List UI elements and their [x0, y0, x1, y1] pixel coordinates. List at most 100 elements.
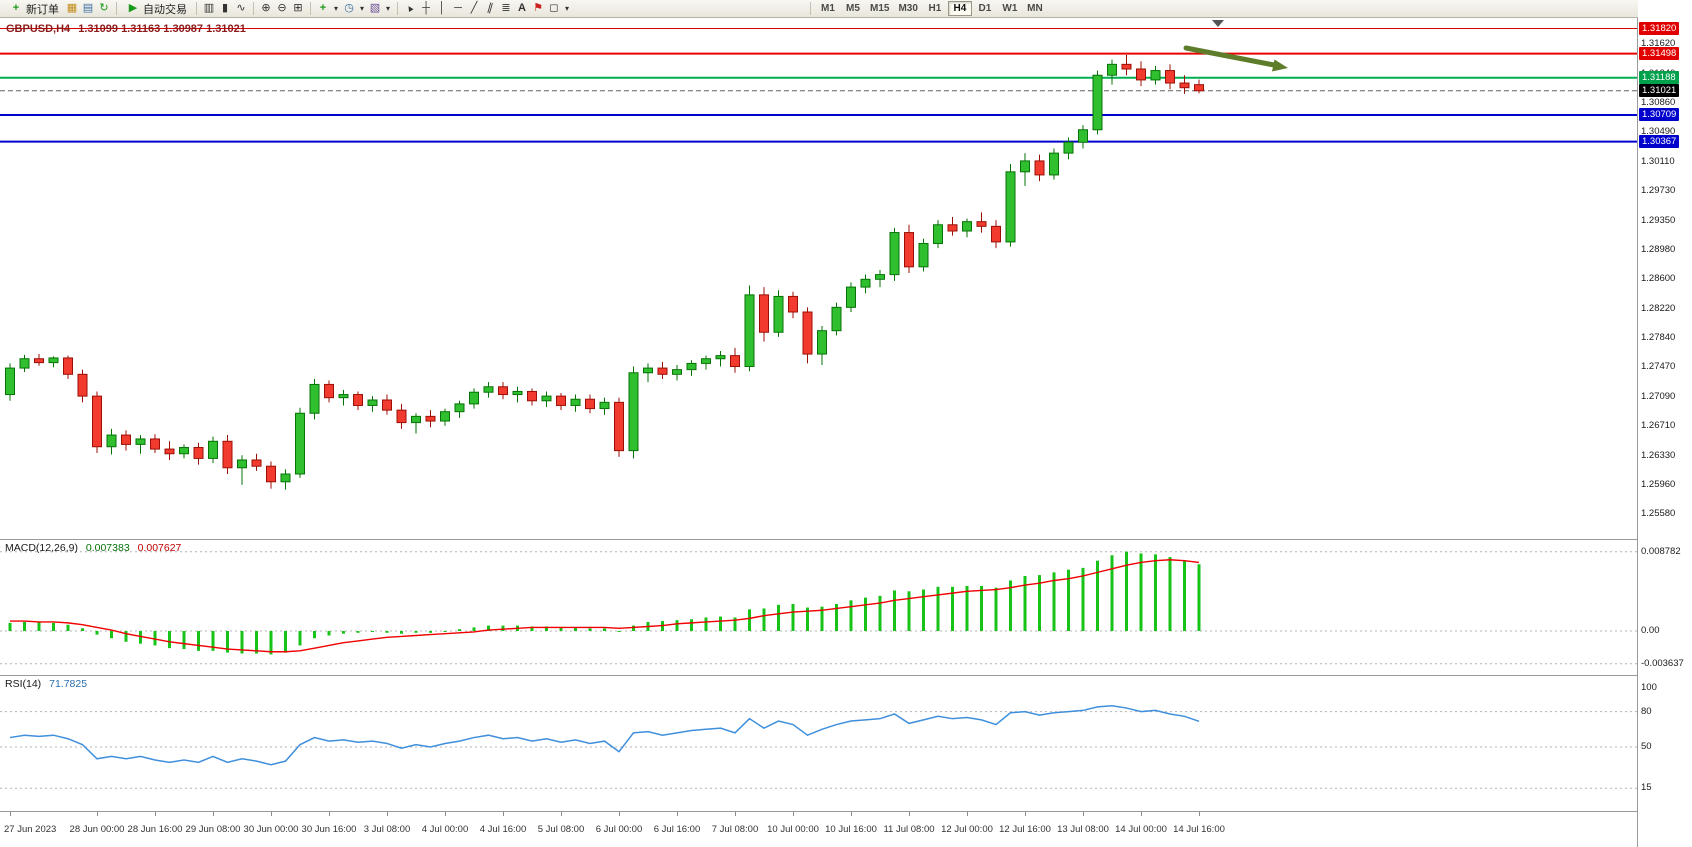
- label-tool-icon[interactable]: ⚑: [533, 2, 543, 14]
- time-axis-label: 11 Jul 08:00: [883, 824, 935, 835]
- price-axis[interactable]: 1.316201.312401.308601.304901.301101.297…: [1638, 0, 1692, 847]
- time-axis-tick: [561, 812, 562, 816]
- text-tool-icon[interactable]: A: [518, 2, 526, 14]
- periods-icon[interactable]: ◷: [344, 2, 354, 14]
- time-axis-label: 14 Jul 16:00: [1173, 824, 1225, 835]
- vertical-line-tool-icon[interactable]: │: [438, 2, 446, 14]
- rsi-axis-label: 15: [1641, 782, 1652, 794]
- time-axis-tick: [909, 812, 910, 816]
- price-axis-label: 1.30860: [1641, 97, 1676, 109]
- shapes-tool-icon[interactable]: ◻: [549, 2, 559, 14]
- time-axis[interactable]: 27 Jun 2023 28 Jun 00:00 28 Jun 16:00 29 Ju…: [0, 812, 1637, 847]
- time-axis-tick: [735, 812, 736, 816]
- time-axis-tick: [1083, 812, 1084, 816]
- toolbar: + 新订单 ▦ ▤ ↻ ▶ 自动交易 ▥ ▮ ∿ ⊕ ⊖ ⊞ + ▾ ◷ ▾ ▧…: [0, 0, 1692, 18]
- price-axis-label: 1.31620: [1641, 38, 1676, 50]
- time-axis-label: 10 Jul 16:00: [825, 824, 877, 835]
- time-axis-tick: [329, 812, 330, 816]
- time-axis-label: 12 Jul 16:00: [999, 824, 1051, 835]
- macd-axis-label: -0.003637: [1641, 657, 1684, 669]
- timeframe-m5[interactable]: M5: [846, 3, 860, 14]
- time-axis-label: 29 Jun 08:00: [185, 824, 241, 835]
- timeframe-w1[interactable]: W1: [1002, 3, 1018, 14]
- shapes-dropdown-icon[interactable]: ▾: [564, 3, 569, 13]
- time-axis-tick: [1199, 812, 1200, 816]
- macd-panel[interactable]: MACD(12,26,9) 0.007383 0.007627: [0, 540, 1637, 676]
- toolbar-separator: [116, 2, 117, 15]
- chart-title: GBPUSD,H4 1.31099 1.31163 1.30987 1.3102…: [6, 23, 251, 35]
- rsi-panel[interactable]: RSI(14) 71.7825: [0, 676, 1637, 812]
- timeframe-mn[interactable]: MN: [1027, 3, 1043, 14]
- zoom-in-icon[interactable]: ⊕: [261, 2, 271, 14]
- new-order-button[interactable]: + 新订单: [5, 1, 63, 17]
- timeframe-d1[interactable]: D1: [978, 3, 992, 14]
- periods-dropdown-icon[interactable]: ▾: [359, 3, 364, 13]
- bar-chart-mode-icon[interactable]: ▥: [203, 2, 215, 14]
- main-chart-panel[interactable]: GBPUSD,H4 1.31099 1.31163 1.30987 1.3102…: [0, 18, 1637, 540]
- time-axis-label: 30 Jun 00:00: [243, 824, 299, 835]
- timeframe-h4[interactable]: H4: [947, 1, 972, 16]
- cursor-tool-icon[interactable]: ▲: [403, 1, 417, 15]
- price-axis-label: 1.27090: [1641, 390, 1676, 402]
- market-watch-icon[interactable]: ▤: [82, 2, 94, 14]
- templates-dropdown-icon[interactable]: ▾: [385, 3, 390, 13]
- toolbar-separator: [253, 2, 254, 15]
- rsi-name: RSI(14): [5, 678, 42, 690]
- time-axis-tick: [967, 812, 968, 816]
- time-axis-tick: [1025, 812, 1026, 816]
- candlestick-mode-icon[interactable]: ▮: [221, 2, 229, 14]
- indicators-dropdown-icon[interactable]: ▾: [333, 3, 338, 13]
- crosshair-tool-icon[interactable]: ┼: [422, 2, 430, 14]
- price-axis-label: 1.29350: [1641, 214, 1676, 226]
- time-axis-label: 6 Jul 00:00: [595, 824, 643, 835]
- autotrade-button[interactable]: ▶ 自动交易: [122, 1, 191, 17]
- refresh-icon[interactable]: ↻: [99, 2, 109, 14]
- time-axis-label: 7 Jul 08:00: [711, 824, 759, 835]
- time-axis-label: 4 Jul 00:00: [421, 824, 469, 835]
- timeframe-h1[interactable]: H1: [928, 3, 942, 14]
- line-chart-mode-icon[interactable]: ∿: [236, 2, 246, 14]
- zoom-out-icon[interactable]: ⊖: [277, 2, 287, 14]
- price-level-badge: 1.31498: [1639, 46, 1680, 60]
- time-axis-label: 28 Jun 00:00: [69, 824, 125, 835]
- price-axis-label: 1.27840: [1641, 332, 1676, 344]
- toolbar-separator: [196, 2, 197, 15]
- time-axis-label: 6 Jul 16:00: [653, 824, 701, 835]
- indicators-icon[interactable]: +: [319, 2, 327, 14]
- toolbar-separator: [310, 2, 311, 15]
- time-axis-label: 4 Jul 16:00: [479, 824, 527, 835]
- timeframe-m15[interactable]: M15: [870, 3, 890, 14]
- timeframe-m30[interactable]: M30: [898, 3, 918, 14]
- templates-icon[interactable]: ▧: [369, 2, 381, 14]
- time-axis-label: 3 Jul 08:00: [363, 824, 411, 835]
- price-axis-label: 1.26330: [1641, 450, 1676, 462]
- rsi-canvas[interactable]: [0, 676, 1637, 812]
- charts-window-icon[interactable]: ▦: [66, 2, 78, 14]
- fibonacci-tool-icon[interactable]: ≣: [501, 2, 511, 14]
- macd-canvas[interactable]: [0, 540, 1637, 676]
- time-axis-tick: [793, 812, 794, 816]
- channel-tool-icon[interactable]: ∥: [485, 1, 495, 15]
- horizontal-line-tool-icon[interactable]: ─: [454, 2, 462, 14]
- autotrade-label: 自动交易: [143, 3, 187, 16]
- time-axis-tick: [619, 812, 620, 816]
- price-chart-canvas[interactable]: [0, 18, 1637, 540]
- chart-ohlc-values: 1.31099 1.31163 1.30987 1.31021: [78, 23, 246, 35]
- tile-windows-icon[interactable]: ⊞: [293, 2, 303, 14]
- price-axis-label: 1.28980: [1641, 243, 1676, 255]
- rsi-axis-label: 50: [1641, 741, 1652, 752]
- toolbar-separator: [810, 2, 811, 15]
- time-axis-label: 30 Jun 16:00: [301, 824, 357, 835]
- price-level-badge: 1.31021: [1639, 83, 1680, 97]
- trendline-tool-icon[interactable]: ╱: [470, 2, 478, 14]
- time-axis-tick: [503, 812, 504, 816]
- price-axis-label: 1.28220: [1641, 302, 1676, 314]
- time-axis-tick: [213, 812, 214, 816]
- timeframe-m1[interactable]: M1: [821, 3, 835, 14]
- price-axis-label: 1.27470: [1641, 361, 1676, 373]
- macd-signal-value: 0.007627: [137, 542, 182, 554]
- time-axis-label: 5 Jul 08:00: [537, 824, 585, 835]
- price-axis-label: 1.30490: [1641, 126, 1676, 138]
- macd-axis-label: 0.008782: [1641, 545, 1681, 557]
